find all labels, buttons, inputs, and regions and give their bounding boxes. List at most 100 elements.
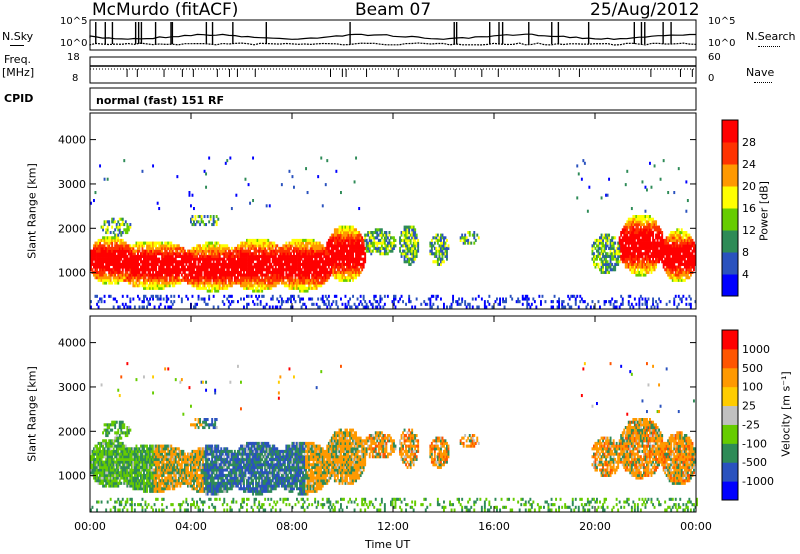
power-cell <box>643 246 645 250</box>
power-cell <box>152 254 155 258</box>
power-cell <box>629 305 632 309</box>
power-cell <box>641 254 644 258</box>
power-cell <box>270 246 273 250</box>
power-cell <box>94 254 97 258</box>
power-cell <box>296 249 298 253</box>
power-cell <box>97 246 100 250</box>
power-cell <box>299 286 302 290</box>
power-cell <box>641 180 644 184</box>
power-cell <box>329 257 332 261</box>
power-cell <box>176 244 179 248</box>
power-cell <box>120 249 123 253</box>
power-cell <box>129 305 132 309</box>
power-cell <box>306 286 309 290</box>
power-cell <box>340 225 342 229</box>
power-cell <box>344 262 347 266</box>
power-cell <box>238 244 241 248</box>
power-cell <box>294 257 297 261</box>
power-cell <box>112 273 115 277</box>
power-cell <box>108 236 111 240</box>
power-cell <box>409 225 412 229</box>
power-cell <box>600 257 603 261</box>
power-cell <box>256 249 259 253</box>
power-cell <box>635 231 638 235</box>
power-cell <box>176 270 179 274</box>
power-cell <box>190 270 192 274</box>
power-cell <box>106 249 109 253</box>
power-cell <box>149 297 152 301</box>
power-cell <box>591 244 594 248</box>
power-cell <box>605 265 608 269</box>
power-cell <box>141 241 144 245</box>
power-cell <box>293 260 295 264</box>
power-cell <box>140 265 142 269</box>
power-cell <box>230 300 233 304</box>
power-cell <box>237 273 239 277</box>
power-cell <box>220 244 223 248</box>
power-cell <box>644 225 647 229</box>
power-cell <box>212 260 215 264</box>
power-cell <box>267 281 270 285</box>
power-cell <box>308 241 311 245</box>
power-cell <box>143 260 145 264</box>
power-cell <box>626 254 629 258</box>
power-cell <box>326 246 329 250</box>
power-cell <box>356 273 359 277</box>
power-cell <box>290 241 292 245</box>
power-cell <box>190 254 192 258</box>
power-cell <box>243 284 245 288</box>
power-cell <box>611 246 614 250</box>
power-cell <box>235 262 238 266</box>
power-cell <box>355 268 358 272</box>
power-cell <box>356 268 359 272</box>
power-cell <box>126 268 129 272</box>
power-cell <box>94 265 97 269</box>
power-cell <box>223 268 226 272</box>
power-cell <box>635 270 638 274</box>
power-cell <box>150 268 153 272</box>
power-cell <box>162 278 165 282</box>
power-cell <box>217 217 220 221</box>
power-cell <box>130 249 133 253</box>
power-cell <box>644 265 647 269</box>
power-cell <box>333 294 336 298</box>
power-cell <box>624 225 627 229</box>
power-cell <box>373 231 376 235</box>
power-cell <box>677 167 680 171</box>
power-cell <box>197 268 200 272</box>
power-cell <box>126 294 129 298</box>
freq-traces <box>90 65 696 77</box>
power-cell <box>202 246 205 250</box>
power-cell <box>355 238 358 242</box>
power-cell <box>659 177 662 181</box>
power-cell <box>103 268 106 272</box>
power-cell <box>499 297 502 301</box>
power-cell <box>227 300 230 304</box>
power-cell <box>303 260 306 264</box>
power-cell <box>99 297 102 301</box>
power-cell <box>380 236 383 240</box>
power-cell <box>243 260 245 264</box>
power-cell <box>108 265 111 269</box>
power-cell <box>293 241 295 245</box>
power-cell <box>267 284 270 288</box>
power-cell <box>302 297 305 301</box>
power-cell <box>243 278 245 282</box>
power-cell <box>156 241 159 245</box>
power-cell <box>290 276 292 280</box>
power-cell <box>402 252 405 256</box>
power-cell <box>603 254 606 258</box>
power-cell <box>135 260 138 264</box>
power-cell <box>340 257 342 261</box>
power-cell <box>140 273 142 277</box>
power-cell <box>341 246 344 250</box>
power-cell <box>224 286 227 290</box>
power-cell <box>633 254 636 258</box>
power-cell <box>117 281 120 285</box>
power-cell <box>649 244 651 248</box>
power-cell <box>159 265 162 269</box>
power-cell <box>314 286 317 290</box>
power-cell <box>240 244 242 248</box>
power-cell <box>303 286 306 290</box>
power-cell <box>224 254 227 258</box>
